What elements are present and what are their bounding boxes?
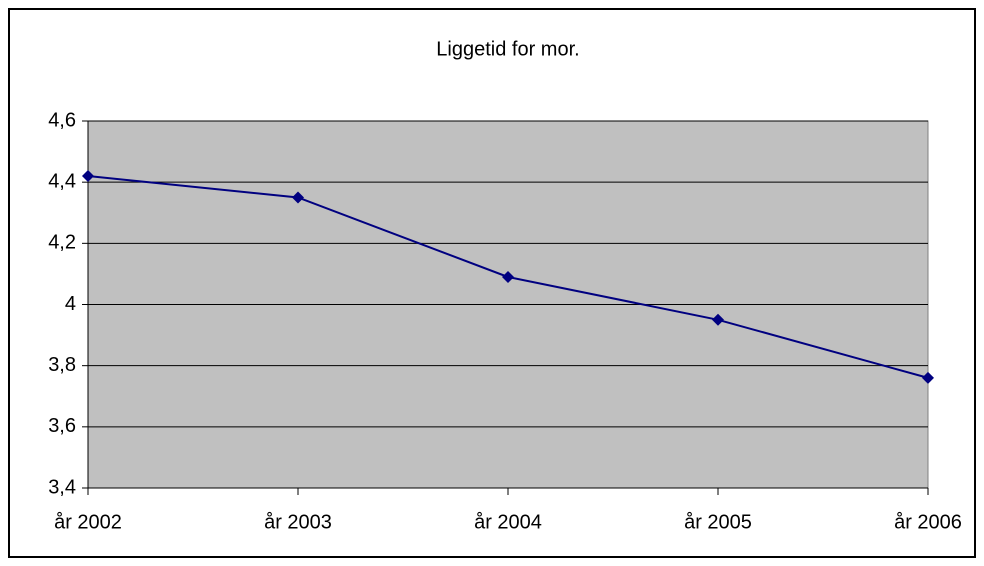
y-tick-label: 3,8 <box>48 354 76 376</box>
y-tick-label: 4,6 <box>48 109 76 131</box>
point-marker <box>292 191 304 204</box>
x-tick-label: år 2005 <box>684 511 752 533</box>
y-tick-label: 4 <box>65 293 76 315</box>
point-marker <box>502 270 514 283</box>
x-tick-label: år 2002 <box>54 511 122 533</box>
chart-title: Liggetid for mor. <box>436 38 579 60</box>
point-marker <box>82 170 94 183</box>
y-tick-label: 4,2 <box>48 232 76 254</box>
y-tick-label: 3,6 <box>48 415 76 437</box>
x-tick-label: år 2003 <box>264 511 332 533</box>
y-tick-label: 4,4 <box>48 170 76 192</box>
y-tick-label: 3,4 <box>48 476 76 498</box>
point-marker <box>922 371 934 384</box>
x-tick-label: år 2004 <box>474 511 542 533</box>
point-marker <box>712 313 724 326</box>
x-tick-label: år 2006 <box>894 511 962 533</box>
